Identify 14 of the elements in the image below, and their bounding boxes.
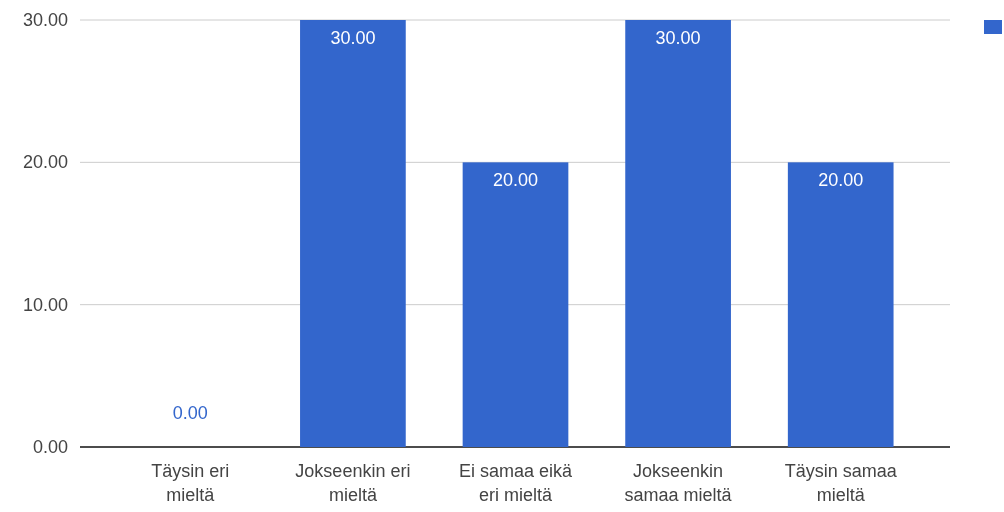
- y-tick-label: 0.00: [32, 437, 68, 457]
- y-tick-label: 30.00: [22, 10, 68, 30]
- y-tick-label: 10.00: [22, 294, 68, 315]
- y-tick-label: 20.00: [22, 152, 68, 173]
- x-tick-label: Jokseenkin samaa mieltä: [624, 461, 733, 505]
- x-tick-label: Täysin eri mieltä: [151, 461, 230, 505]
- data-label: 20.00: [818, 170, 864, 191]
- data-label: 20.00: [492, 170, 539, 191]
- x-tick-label: Ei samaa eikä eri mieltä: [458, 461, 574, 505]
- data-label: 30.00: [330, 28, 376, 48]
- x-tick-label: Jokseenkin eri mieltä: [295, 461, 411, 505]
- x-tick-label: Täysin samaa mieltä: [784, 461, 898, 505]
- data-label: 30.00: [655, 28, 701, 48]
- data-label: 0.00: [172, 403, 208, 423]
